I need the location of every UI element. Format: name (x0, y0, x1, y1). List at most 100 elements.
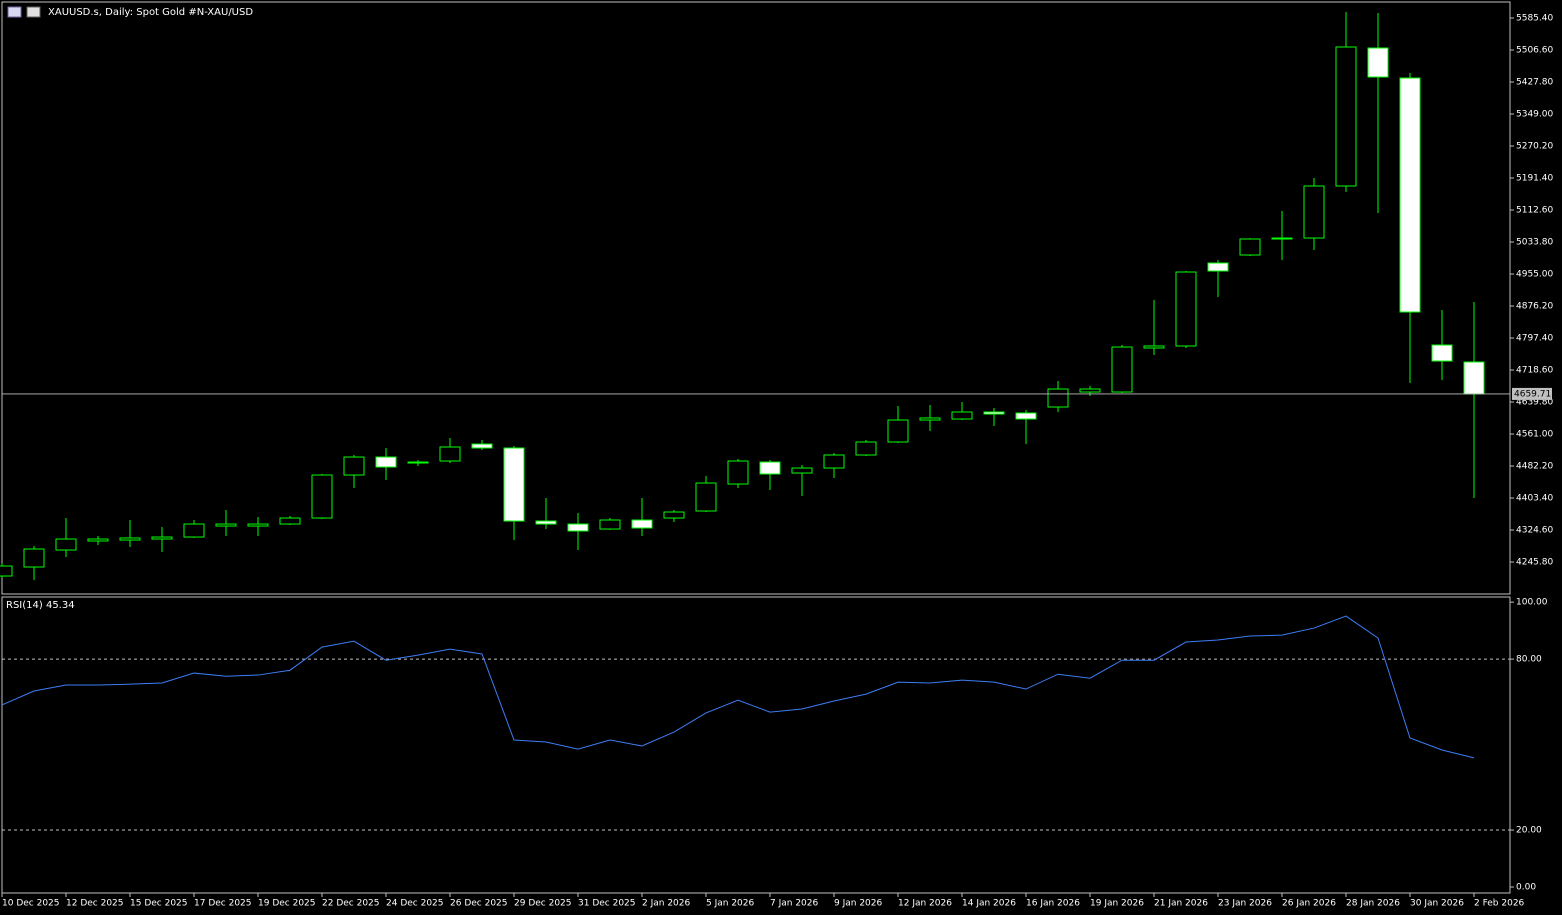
candle-body (343, 456, 365, 476)
symbol-icon (7, 6, 41, 18)
candle-body (1303, 185, 1325, 239)
y-tick-label: 20.00 (1516, 826, 1542, 836)
y-tick-label: 4955.00 (1516, 270, 1553, 280)
rsi-title: RSI(14) 45.34 (6, 600, 75, 611)
x-tick-label: 19 Jan 2026 (1090, 899, 1144, 909)
candle-body (951, 411, 973, 420)
y-tick-label: 4876.20 (1516, 302, 1553, 312)
candle-body (823, 454, 845, 469)
candle-body (23, 548, 45, 568)
candle-body (87, 538, 109, 542)
x-tick-label: 7 Jan 2026 (770, 899, 818, 909)
y-tick-label: 4245.80 (1516, 558, 1553, 568)
y-tick-label: 4403.40 (1516, 494, 1553, 504)
candle-body (663, 511, 685, 519)
candle-body (407, 461, 429, 464)
x-tick-label: 14 Jan 2026 (962, 899, 1016, 909)
x-tick-label: 23 Jan 2026 (1218, 899, 1272, 909)
x-tick-label: 21 Jan 2026 (1154, 899, 1208, 909)
rsi-line (1, 615, 1475, 759)
y-tick-label: 4639.80 (1516, 398, 1553, 408)
x-tick-label: 15 Dec 2025 (130, 899, 188, 909)
candle-body (1335, 46, 1357, 187)
x-tick-label: 19 Dec 2025 (258, 899, 316, 909)
candle-body (1463, 361, 1485, 395)
candle-body (215, 523, 237, 527)
candle-body (1111, 346, 1133, 393)
candle-body (1367, 47, 1389, 78)
candle-body (1207, 262, 1229, 272)
candle-body (151, 536, 173, 540)
rsi-panel-frame (1, 596, 1511, 894)
x-tick-label: 2 Jan 2026 (642, 899, 690, 909)
y-tick-label: 5112.60 (1516, 206, 1553, 216)
candle-body (375, 456, 397, 468)
x-tick-label: 22 Dec 2025 (322, 899, 380, 909)
y-tick-label: 5427.80 (1516, 78, 1553, 88)
candle-body (311, 474, 333, 519)
candle-body (503, 447, 525, 522)
price-panel-frame (1, 1, 1511, 595)
x-tick-label: 9 Jan 2026 (834, 899, 882, 909)
candle-body (279, 517, 301, 525)
candle-body (1047, 388, 1069, 408)
x-tick-label: 26 Dec 2025 (450, 899, 508, 909)
candle-body (695, 482, 717, 512)
last-price-box (1512, 387, 1552, 400)
candle-body (1079, 388, 1101, 393)
y-tick-label: 5585.40 (1516, 14, 1553, 24)
candle-body (1431, 344, 1453, 362)
candle-body (727, 460, 749, 485)
candle-body (1271, 237, 1293, 240)
y-tick-label: 5349.00 (1516, 110, 1553, 120)
candle-body (983, 411, 1005, 415)
x-tick-label: 12 Jan 2026 (898, 899, 952, 909)
x-tick-label: 17 Dec 2025 (194, 899, 252, 909)
candle-body (1239, 238, 1261, 256)
x-tick-label: 10 Dec 2025 (2, 899, 60, 909)
candle-body (247, 523, 269, 527)
x-tick-label: 24 Dec 2025 (386, 899, 444, 909)
y-tick-label: 5506.60 (1516, 46, 1553, 56)
candle-body (535, 520, 557, 525)
x-tick-label: 5 Jan 2026 (706, 899, 754, 909)
x-tick-label: 12 Dec 2025 (66, 899, 124, 909)
candle-body (1175, 271, 1197, 347)
candle-body (183, 523, 205, 538)
candle-body (887, 419, 909, 443)
y-tick-label: 0.00 (1516, 883, 1536, 893)
x-tick-label: 31 Dec 2025 (578, 899, 636, 909)
y-tick-label: 5191.40 (1516, 174, 1553, 184)
y-tick-label: 100.00 (1516, 598, 1548, 608)
last-price-label: 4659.71 (1514, 389, 1551, 399)
y-tick-label: 4797.40 (1516, 334, 1553, 344)
candle-body (599, 519, 621, 530)
y-tick-label: 4324.60 (1516, 526, 1553, 536)
x-tick-label: 29 Dec 2025 (514, 899, 572, 909)
x-tick-label: 16 Jan 2026 (1026, 899, 1080, 909)
candle-body (55, 538, 77, 551)
candle-body (1015, 412, 1037, 420)
y-tick-label: 4482.20 (1516, 462, 1553, 472)
chart-title: XAUUSD.s, Daily: Spot Gold #N-XAU/USD (48, 7, 253, 18)
candle-body (759, 461, 781, 475)
candle-body (567, 523, 589, 532)
candle-body (119, 537, 141, 541)
candle-body (1143, 345, 1165, 349)
candle-body (631, 519, 653, 529)
y-tick-label: 4561.00 (1516, 430, 1553, 440)
x-tick-label: 2 Feb 2026 (1474, 899, 1525, 909)
candle-body (855, 441, 877, 456)
candle-body (919, 417, 941, 421)
y-tick-label: 5270.20 (1516, 142, 1553, 152)
y-tick-label: 80.00 (1516, 655, 1542, 665)
y-tick-label: 4718.60 (1516, 366, 1553, 376)
x-tick-label: 30 Jan 2026 (1410, 899, 1464, 909)
candle-body (791, 467, 813, 474)
x-tick-label: 26 Jan 2026 (1282, 899, 1336, 909)
candle-body (439, 446, 461, 462)
y-tick-label: 5033.80 (1516, 238, 1553, 248)
candle-body (471, 443, 493, 449)
x-tick-label: 28 Jan 2026 (1346, 899, 1400, 909)
